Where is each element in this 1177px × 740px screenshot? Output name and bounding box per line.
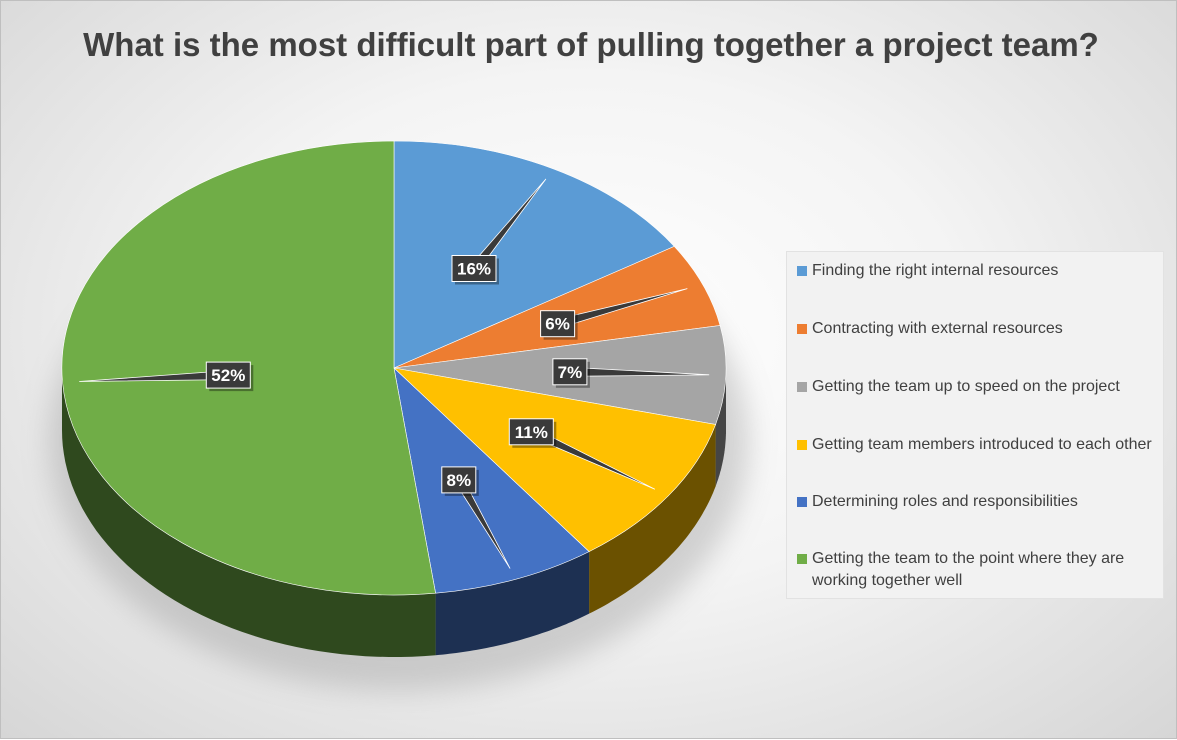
data-label: 8% [441,466,479,496]
data-label-box [508,418,554,446]
data-label-box [552,358,588,386]
data-label-box [441,466,477,494]
data-label: 52% [205,361,254,392]
data-label-text: 11% [515,423,548,442]
legend-swatch [797,497,807,507]
legend-swatch [797,382,807,392]
legend-label: Contracting with external resources [812,320,1063,337]
data-label-text: 16% [457,260,491,279]
legend-swatch [797,266,807,276]
legend-label: Determining roles and responsibilities [812,493,1078,510]
data-label-text: 52% [211,366,245,385]
legend-item: Getting the team up to speed on the proj… [797,376,1153,398]
legend-swatch [797,324,807,334]
legend-item: Finding the right internal resources [797,260,1153,282]
legend-item: Getting the team to the point where they… [797,548,1153,592]
data-label-box [451,255,497,282]
data-label-text: 8% [447,471,472,490]
pie-side-getting-the-team-to-the-point-where-they-are-working-together-well [62,368,436,657]
pie-side-getting-team-members-introduced-to-each-other [589,424,716,614]
legend-item: Getting team members introduced to each … [797,434,1153,456]
legend-swatch [797,554,807,564]
legend-label: Getting team members introduced to each … [812,436,1152,453]
data-label-text: 7% [558,363,583,382]
legend-label: Getting the team to the point where they… [812,550,1125,589]
legend-item: Contracting with external resources [797,318,1153,340]
data-label-box [540,310,576,338]
data-label-text: 6% [545,315,570,334]
legend-swatch [797,440,807,450]
pie-slice-getting-team-members-introduced-to-each-other [393,367,717,552]
chart-title: What is the most difficult part of pulli… [83,26,1099,63]
data-label: 7% [552,358,590,388]
pie-labels: 16% 6% 7% 11% 8% 52% [205,255,590,496]
pie-top [61,140,727,596]
pie-slice-determining-roles-and-responsibilities [393,367,590,594]
legend-label: Getting the team up to speed on the proj… [812,378,1120,395]
data-label: 11% [508,418,557,448]
pie-slice-contracting-with-external-resources [393,246,721,369]
pie-side-determining-roles-and-responsibilities [435,551,590,656]
legend-label: Finding the right internal resources [812,262,1059,279]
legend: Finding the right internal resources Cont… [786,251,1164,599]
pie-leaders [79,178,710,569]
data-label: 16% [451,255,499,285]
data-label-box [205,361,251,389]
legend-item: Determining roles and responsibilities [797,491,1153,513]
data-label: 6% [540,310,578,340]
pie-slice-finding-the-right-internal-resources [393,140,675,369]
